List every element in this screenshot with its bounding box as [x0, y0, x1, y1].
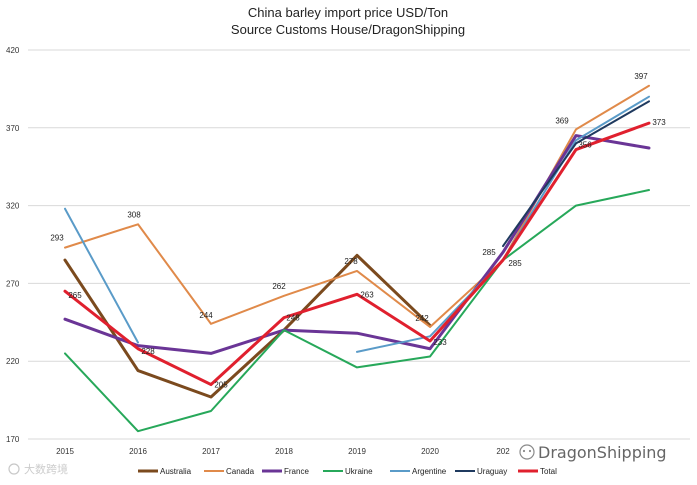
data-label: 369: [555, 116, 569, 125]
series-line-total: [63, 121, 651, 387]
series-line-ukraine: [64, 189, 650, 433]
data-label: 242: [415, 314, 429, 323]
legend-label: Canada: [226, 467, 255, 476]
x-tick-label: 2015: [56, 447, 74, 456]
data-label: 233: [433, 338, 447, 347]
y-tick-label: 220: [6, 357, 20, 366]
watermark-right-text: DragonShipping: [538, 443, 667, 462]
wechat-icon: [519, 444, 535, 460]
gridlines: [28, 49, 690, 440]
series-lines: [63, 84, 651, 433]
series-line-france: [63, 134, 651, 355]
data-label: 356: [578, 141, 592, 150]
y-tick-label: 370: [6, 124, 20, 133]
data-label: 285: [508, 259, 522, 268]
x-tick-label: 202: [496, 447, 510, 456]
x-tick-label: 2016: [129, 447, 147, 456]
y-axis-ticks: 170 220 270 320 370 420: [6, 46, 20, 444]
legend-label: Uraguay: [477, 467, 507, 476]
data-label: 228: [141, 347, 155, 356]
data-label: 263: [360, 290, 374, 299]
y-tick-label: 270: [6, 279, 20, 288]
data-label: 373: [652, 118, 666, 127]
data-label: 285: [482, 248, 496, 257]
y-tick-label: 320: [6, 202, 20, 211]
legend: Australia Canada France Ukraine Argentine Ura…: [138, 467, 557, 476]
series-line-australia: [63, 253, 432, 399]
data-label: 278: [344, 257, 358, 266]
data-label: 265: [68, 291, 82, 300]
series-line-uraguay: [502, 100, 650, 248]
watermark-right: DragonShipping: [519, 443, 667, 462]
legend-label: Australia: [160, 467, 192, 476]
chart-subtitle: Source Customs House/DragonShipping: [231, 22, 465, 37]
x-tick-label: 2018: [275, 447, 293, 456]
data-label: 293: [50, 234, 64, 243]
chart-title: China barley import price USD/Ton: [248, 5, 448, 20]
data-label: 248: [286, 314, 300, 323]
x-tick-label: 2019: [348, 447, 366, 456]
legend-label: Argentine: [412, 467, 447, 476]
x-tick-label: 2017: [202, 447, 220, 456]
legend-label: Ukraine: [345, 467, 373, 476]
data-label: 205: [214, 381, 228, 390]
watermark-logo-icon: [8, 463, 20, 475]
watermark-left: 大数跨境: [8, 462, 68, 476]
series-line-argentine: [64, 95, 650, 353]
watermark-left-text: 大数跨境: [24, 462, 68, 476]
data-label: 244: [199, 311, 213, 320]
data-label: 262: [272, 282, 286, 291]
data-label: 397: [634, 72, 648, 81]
legend-label: Total: [540, 467, 557, 476]
x-axis-ticks: 2015 2016 2017 2018 2019 2020 202: [56, 447, 510, 456]
y-tick-label: 170: [6, 435, 20, 444]
legend-label: France: [284, 467, 309, 476]
data-labels: 293 265 308 228 244 205 262 248 278 263 242 233 285 2…: [50, 72, 666, 390]
x-tick-label: 2020: [421, 447, 439, 456]
data-label: 308: [127, 210, 141, 219]
y-tick-label: 420: [6, 46, 20, 55]
